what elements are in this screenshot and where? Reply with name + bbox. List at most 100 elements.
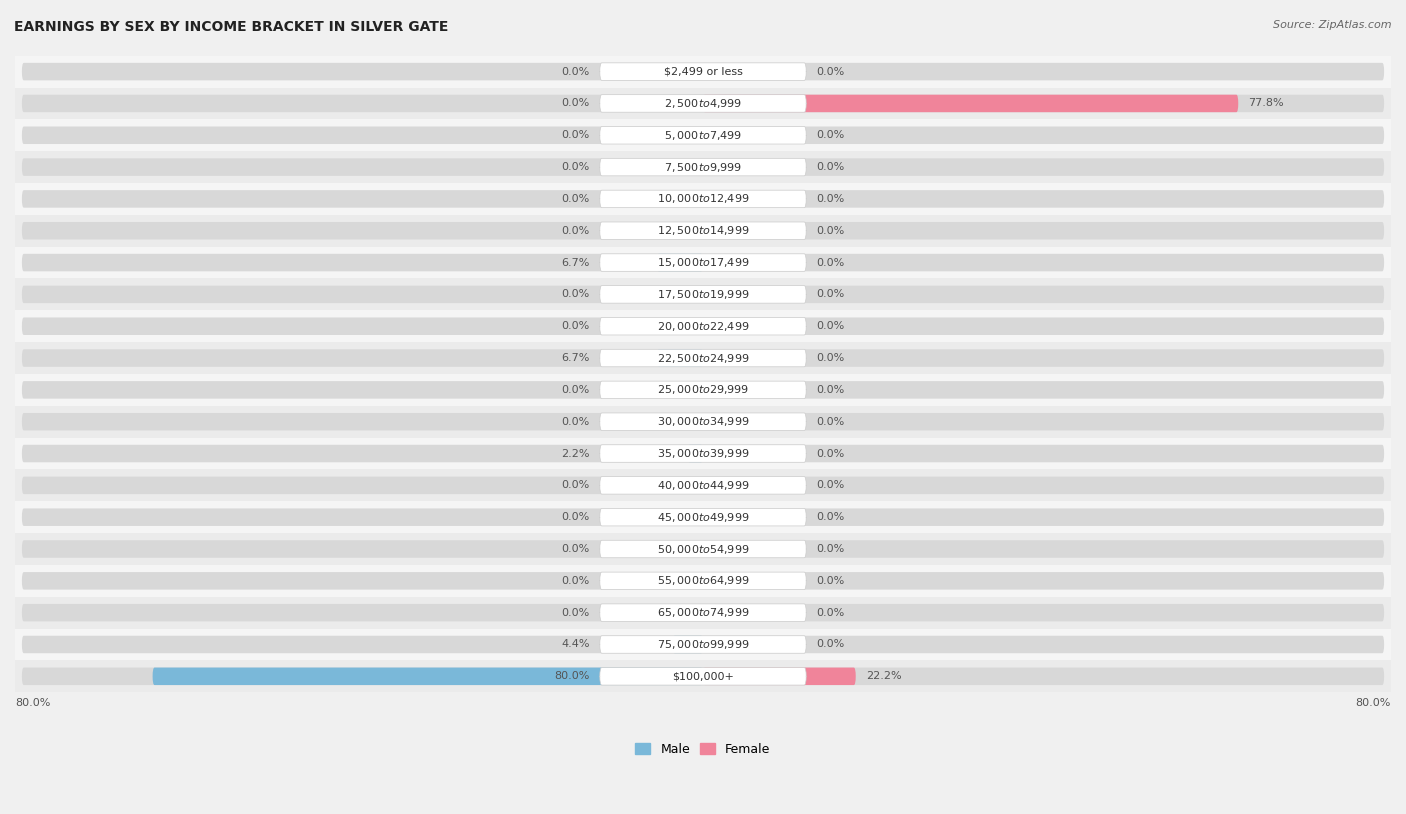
Text: 0.0%: 0.0% [817, 257, 845, 268]
FancyBboxPatch shape [22, 126, 1384, 144]
FancyBboxPatch shape [600, 381, 806, 399]
FancyBboxPatch shape [22, 604, 1384, 621]
FancyBboxPatch shape [22, 94, 1384, 112]
FancyBboxPatch shape [22, 349, 1384, 367]
Text: 0.0%: 0.0% [817, 575, 845, 586]
FancyBboxPatch shape [600, 667, 806, 685]
Text: 0.0%: 0.0% [561, 322, 589, 331]
Text: Source: ZipAtlas.com: Source: ZipAtlas.com [1274, 20, 1392, 30]
FancyBboxPatch shape [22, 444, 1384, 462]
Text: 2.2%: 2.2% [561, 449, 589, 458]
Text: 0.0%: 0.0% [817, 290, 845, 300]
Bar [15, 247, 1391, 278]
Text: 77.8%: 77.8% [1249, 98, 1284, 108]
FancyBboxPatch shape [153, 667, 703, 685]
FancyBboxPatch shape [600, 317, 806, 335]
Text: $100,000+: $100,000+ [672, 672, 734, 681]
FancyBboxPatch shape [22, 667, 1384, 685]
Text: 0.0%: 0.0% [817, 162, 845, 172]
FancyBboxPatch shape [600, 636, 806, 654]
Text: $65,000 to $74,999: $65,000 to $74,999 [657, 606, 749, 619]
Text: $17,500 to $19,999: $17,500 to $19,999 [657, 288, 749, 301]
Text: 0.0%: 0.0% [817, 385, 845, 395]
FancyBboxPatch shape [657, 349, 703, 367]
Bar [15, 278, 1391, 310]
Text: $12,500 to $14,999: $12,500 to $14,999 [657, 224, 749, 237]
FancyBboxPatch shape [703, 94, 1239, 112]
Text: 6.7%: 6.7% [561, 353, 589, 363]
Text: 0.0%: 0.0% [817, 512, 845, 523]
Text: 0.0%: 0.0% [561, 608, 589, 618]
Text: 0.0%: 0.0% [817, 449, 845, 458]
FancyBboxPatch shape [688, 444, 703, 462]
Text: 22.2%: 22.2% [866, 672, 901, 681]
FancyBboxPatch shape [657, 254, 703, 271]
Text: 80.0%: 80.0% [15, 698, 51, 708]
Text: EARNINGS BY SEX BY INCOME BRACKET IN SILVER GATE: EARNINGS BY SEX BY INCOME BRACKET IN SIL… [14, 20, 449, 34]
Text: 0.0%: 0.0% [561, 194, 589, 204]
Text: $50,000 to $54,999: $50,000 to $54,999 [657, 542, 749, 555]
Text: 4.4%: 4.4% [561, 640, 589, 650]
Bar [15, 151, 1391, 183]
Text: $2,500 to $4,999: $2,500 to $4,999 [664, 97, 742, 110]
FancyBboxPatch shape [600, 413, 806, 431]
Bar [15, 183, 1391, 215]
Text: 0.0%: 0.0% [561, 480, 589, 490]
Text: 0.0%: 0.0% [817, 194, 845, 204]
Text: 0.0%: 0.0% [561, 130, 589, 140]
Text: 0.0%: 0.0% [817, 640, 845, 650]
Text: $45,000 to $49,999: $45,000 to $49,999 [657, 510, 749, 523]
Bar [15, 660, 1391, 692]
FancyBboxPatch shape [22, 540, 1384, 558]
Text: 0.0%: 0.0% [561, 575, 589, 586]
Text: 0.0%: 0.0% [561, 290, 589, 300]
Bar [15, 533, 1391, 565]
FancyBboxPatch shape [600, 540, 806, 558]
FancyBboxPatch shape [22, 381, 1384, 399]
FancyBboxPatch shape [22, 636, 1384, 654]
Text: $30,000 to $34,999: $30,000 to $34,999 [657, 415, 749, 428]
Text: $20,000 to $22,499: $20,000 to $22,499 [657, 320, 749, 333]
Text: $5,000 to $7,499: $5,000 to $7,499 [664, 129, 742, 142]
Text: 6.7%: 6.7% [561, 257, 589, 268]
Bar [15, 565, 1391, 597]
Bar [15, 342, 1391, 374]
Text: 0.0%: 0.0% [561, 417, 589, 427]
FancyBboxPatch shape [703, 667, 856, 685]
Bar [15, 215, 1391, 247]
FancyBboxPatch shape [600, 604, 806, 621]
Text: $10,000 to $12,499: $10,000 to $12,499 [657, 192, 749, 205]
Text: 80.0%: 80.0% [1355, 698, 1391, 708]
Bar [15, 628, 1391, 660]
FancyBboxPatch shape [22, 413, 1384, 431]
Text: 0.0%: 0.0% [561, 67, 589, 77]
Text: 0.0%: 0.0% [817, 544, 845, 554]
Legend: Male, Female: Male, Female [630, 737, 776, 760]
Bar [15, 310, 1391, 342]
FancyBboxPatch shape [600, 159, 806, 176]
FancyBboxPatch shape [600, 509, 806, 526]
Text: 0.0%: 0.0% [561, 544, 589, 554]
FancyBboxPatch shape [600, 254, 806, 271]
Text: 0.0%: 0.0% [817, 67, 845, 77]
Text: $25,000 to $29,999: $25,000 to $29,999 [657, 383, 749, 396]
Bar [15, 374, 1391, 406]
Text: 0.0%: 0.0% [561, 225, 589, 236]
Text: 0.0%: 0.0% [817, 130, 845, 140]
Text: $7,500 to $9,999: $7,500 to $9,999 [664, 160, 742, 173]
Bar [15, 88, 1391, 120]
Text: $15,000 to $17,499: $15,000 to $17,499 [657, 256, 749, 269]
Text: 0.0%: 0.0% [817, 608, 845, 618]
Text: 0.0%: 0.0% [561, 512, 589, 523]
Bar [15, 55, 1391, 88]
Text: $22,500 to $24,999: $22,500 to $24,999 [657, 352, 749, 365]
FancyBboxPatch shape [600, 444, 806, 462]
Bar [15, 597, 1391, 628]
Text: $40,000 to $44,999: $40,000 to $44,999 [657, 479, 749, 492]
FancyBboxPatch shape [600, 477, 806, 494]
FancyBboxPatch shape [22, 222, 1384, 239]
Text: 0.0%: 0.0% [817, 417, 845, 427]
FancyBboxPatch shape [600, 222, 806, 239]
FancyBboxPatch shape [600, 63, 806, 81]
FancyBboxPatch shape [22, 286, 1384, 303]
